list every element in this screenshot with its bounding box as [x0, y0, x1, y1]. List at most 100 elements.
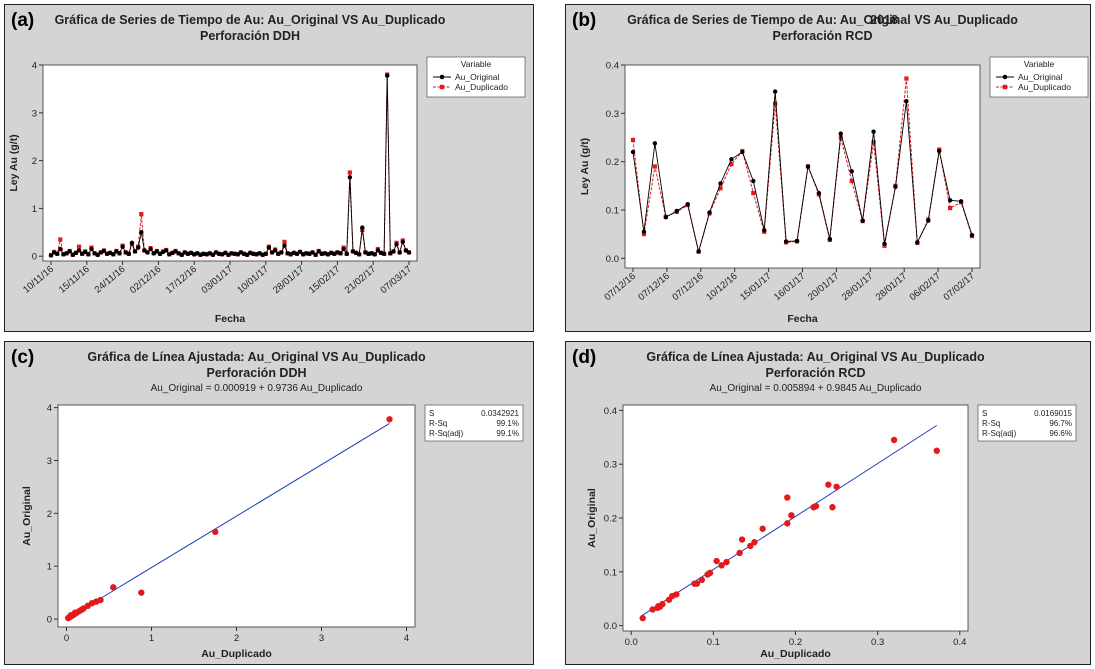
data-point-Au_Original — [263, 251, 268, 257]
chart-subtitle: Perforación RCD — [772, 29, 872, 43]
data-point — [138, 589, 145, 596]
x-tick-label: 0.3 — [871, 637, 884, 648]
x-tick-label: 07/12/16 — [636, 271, 671, 303]
data-point-Au_Original — [372, 252, 377, 257]
y-tick-label: 4 — [47, 403, 52, 414]
data-point-Au_Original — [126, 251, 132, 257]
y-axis-label: Au_Original — [586, 488, 598, 548]
x-tick-label: 10/01/17 — [235, 264, 270, 296]
data-point — [933, 447, 940, 454]
data-point-Au_Original — [360, 225, 365, 230]
data-point-Au_Original — [936, 148, 942, 154]
x-tick-label: 0 — [64, 633, 69, 644]
y-tick-label: 2 — [47, 509, 52, 520]
x-tick-label: 16/01/17 — [772, 271, 807, 303]
fitted-line — [67, 423, 390, 619]
data-point-Au_Original — [652, 141, 658, 146]
data-point-Au_Original — [381, 251, 387, 257]
data-point-Au_Original — [139, 230, 144, 235]
x-tick-label: 28/01/17 — [840, 271, 875, 303]
data-point-Au_Original — [356, 252, 362, 257]
chart-svg: (d) Gráfica de Línea Ajustada: Au_Origina… — [572, 347, 1077, 660]
data-point-Au_Original — [73, 250, 79, 256]
x-axis-label: Au_Duplicado — [201, 648, 272, 660]
chart-subtitle: Perforación DDH — [206, 366, 306, 380]
data-point-Au_Original — [67, 249, 72, 254]
data-point-Au_Duplicado — [347, 170, 352, 175]
x-tick-label: 15/02/17 — [307, 264, 342, 296]
legend-label-Au_Original: Au_Original — [455, 72, 500, 82]
x-tick-label: 07/12/16 — [603, 271, 638, 303]
y-tick-label: 4 — [32, 61, 37, 72]
legend-marker-Au_Original — [1002, 74, 1008, 80]
data-point — [706, 569, 714, 577]
x-tick-label: 10/11/16 — [21, 264, 56, 296]
data-point-Au_Original — [772, 89, 778, 94]
data-point — [673, 591, 680, 598]
data-point-Au_Original — [135, 245, 141, 250]
panel-c: (c) Gráfica de Línea Ajustada: Au_Origina… — [4, 341, 534, 665]
data-point-Au_Original — [904, 99, 909, 104]
data-point-Au_Original — [871, 129, 876, 134]
data-point-Au_Original — [266, 245, 272, 250]
data-point-Au_Original — [95, 252, 100, 257]
data-point-Au_Original — [729, 157, 734, 162]
data-point-Au_Original — [958, 199, 964, 204]
stat-value: 99.1% — [496, 419, 519, 428]
data-point-Au_Original — [341, 246, 346, 252]
data-point-Au_Original — [279, 250, 284, 255]
data-point-Au_Duplicado — [904, 76, 909, 81]
data-point-Au_Duplicado — [729, 161, 734, 167]
data-point-Au_Duplicado — [139, 212, 144, 217]
data-point — [890, 436, 898, 444]
data-point-Au_Original — [400, 239, 405, 245]
chart-subtitle: Perforación DDH — [200, 29, 300, 43]
data-point-Au_Original — [347, 175, 353, 180]
panel-a: (a) Gráfica de Series de Tiempo de Au: Au… — [4, 4, 534, 332]
panel-b: (b) Gráfica de Series de Tiempo de Au: Au… — [565, 4, 1091, 332]
y-tick-label: 0.3 — [604, 460, 617, 471]
panel-tag: (d) — [572, 347, 596, 368]
data-point-Au_Original — [89, 246, 94, 252]
data-point-Au_Original — [297, 249, 303, 255]
data-point-Au_Duplicado — [948, 205, 953, 211]
data-point — [829, 504, 836, 511]
y-axis-label: Au_Original — [21, 486, 33, 546]
data-point — [698, 576, 706, 584]
data-point-Au_Original — [969, 232, 975, 238]
data-point-Au_Original — [316, 249, 321, 254]
data-point-Au_Original — [55, 251, 60, 257]
legend-label-Au_Duplicado: Au_Duplicado — [1018, 82, 1071, 92]
chart-subtitle: Perforación RCD — [765, 366, 865, 380]
data-point — [759, 525, 766, 532]
chart-title: Gráfica de Series de Tiempo de Au: Au_Or… — [55, 13, 446, 27]
data-point-Au_Original — [282, 243, 287, 248]
x-tick-label: 07/02/17 — [942, 271, 977, 303]
stat-label: R-Sq — [429, 419, 447, 428]
chart-title: Gráfica de Línea Ajustada: Au_Original V… — [646, 350, 985, 364]
data-point-Au_Original — [83, 249, 88, 255]
data-point — [825, 481, 832, 488]
data-point — [812, 502, 820, 510]
y-tick-label: 0.4 — [606, 61, 619, 72]
fit-equation: Au_Original = 0.005894 + 0.9845 Au_Dupli… — [710, 383, 922, 394]
y-axis-label: Ley Au (g/t) — [579, 138, 591, 195]
chart-svg: (a) Gráfica de Series de Tiempo de Au: Au… — [8, 10, 526, 325]
data-point — [97, 596, 104, 604]
x-tick-label: 07/12/16 — [670, 271, 705, 303]
data-point-Au_Duplicado — [871, 140, 876, 145]
overlay-text: 2018 — [870, 13, 898, 27]
x-tick-label: 15/11/16 — [57, 264, 92, 296]
data-point-Au_Original — [375, 248, 381, 253]
data-point-Au_Original — [86, 252, 91, 257]
chart-title: Gráfica de Series de Tiempo de Au: Au_Or… — [627, 13, 1018, 27]
y-tick-label: 0.0 — [604, 621, 617, 632]
data-point-Au_Original — [740, 149, 745, 155]
x-tick-label: 24/11/16 — [93, 264, 128, 296]
data-point-Au_Original — [827, 236, 833, 242]
chart-title: Gráfica de Línea Ajustada: Au_Original V… — [87, 350, 426, 364]
y-tick-label: 2 — [32, 156, 37, 167]
data-point — [736, 549, 743, 557]
data-point-Au_Original — [926, 218, 931, 223]
data-point-Au_Original — [132, 249, 138, 254]
